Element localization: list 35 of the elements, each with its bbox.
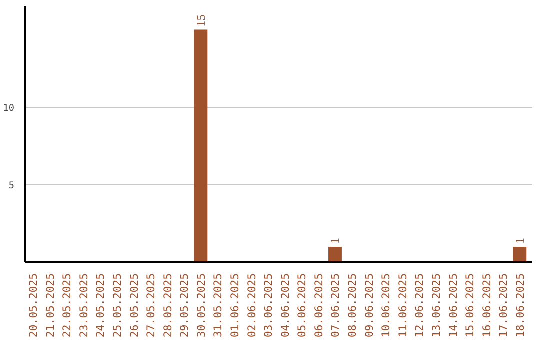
x-tick-label: 09.06.2025 [362, 274, 376, 338]
data-label: 1 [512, 238, 527, 244]
x-tick-label: 10.06.2025 [380, 274, 393, 338]
x-tick-label: 11.06.2025 [396, 274, 410, 338]
x-tick-label: 16.06.2025 [480, 274, 494, 338]
x-tick-label: 05.06.2025 [296, 274, 309, 338]
x-tick-label: 01.06.2025 [228, 274, 242, 338]
x-tick-label: 07.06.2025 [329, 274, 342, 338]
data-label: 15 [194, 14, 208, 27]
x-tick-label: 30.05.2025 [194, 274, 208, 338]
x-tick-label: 21.05.2025 [44, 274, 57, 338]
x-tick-label: 12.06.2025 [413, 274, 426, 338]
x-tick-label: 28.05.2025 [161, 274, 174, 338]
x-tick-label: 04.06.2025 [278, 274, 292, 338]
x-tick-label: 15.06.2025 [464, 274, 477, 338]
x-tick-label: 22.05.2025 [60, 274, 74, 338]
x-tick-label: 31.05.2025 [212, 274, 225, 338]
x-tick-label: 24.05.2025 [94, 274, 108, 338]
x-tick-label: 03.06.2025 [262, 274, 276, 338]
x-tick-label: 25.05.2025 [110, 274, 124, 338]
x-tick-label: 17.06.2025 [497, 274, 510, 338]
x-tick-label: 29.05.2025 [178, 274, 192, 338]
x-tick-label: 18.06.2025 [514, 274, 527, 338]
x-tick-label: 14.06.2025 [446, 274, 460, 338]
y-tick-label: 5 [8, 180, 15, 192]
x-tick-label: 27.05.2025 [144, 274, 158, 338]
x-tick-label: 02.06.2025 [245, 274, 258, 338]
x-tick-label: 23.05.2025 [77, 274, 90, 338]
x-tick-label: 13.06.2025 [430, 274, 443, 338]
x-tick-label: 06.06.2025 [312, 274, 326, 338]
x-tick-label: 26.05.2025 [128, 274, 141, 338]
data-label: 1 [328, 238, 342, 244]
x-tick-label: 20.05.2025 [27, 274, 40, 338]
x-tick-label: 08.06.2025 [346, 274, 360, 338]
y-tick-label: 10 [3, 102, 15, 114]
